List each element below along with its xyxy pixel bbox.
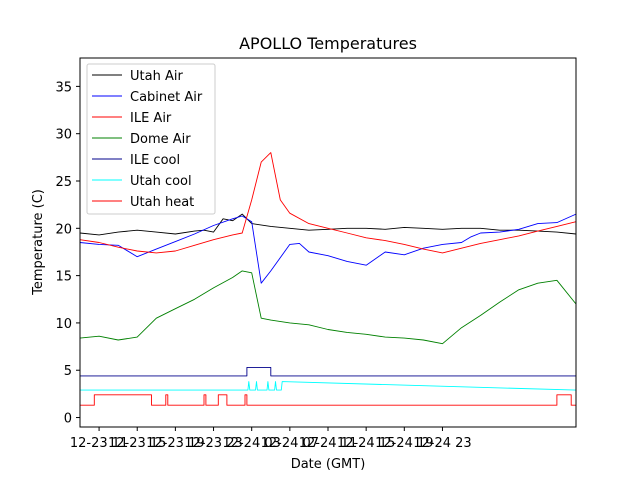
series-line-utah-air [79,213,577,236]
x-tick-label: 12-24 23 [413,436,471,451]
series-line-ile-cool [80,366,576,377]
x-tick-label: 12-23 11 [70,436,128,451]
series-line-ile-air [79,152,577,254]
y-tick-label: 30 [55,128,72,143]
legend: Utah Air Cabinet Air ILE Air Dome Air ILE co… [86,63,216,215]
legend-label-ile-air: ILE Air [130,111,172,126]
series-line-dome-air [79,270,577,345]
x-axis-label: Date (GMT) [291,457,366,472]
legend-label-utah-heat: Utah heat [130,195,194,210]
x-tick-label: 12-23 23 [184,436,242,451]
series-line-cabinet-air [79,213,577,284]
y-tick-label: 5 [64,364,72,379]
series-line-utah-cool [80,381,577,391]
y-tick-label: 20 [55,222,72,237]
legend-label-ile-cool: ILE cool [130,153,180,168]
x-tick-label: 12-24 19 [375,436,433,451]
y-tick-label: 10 [55,317,72,332]
y-tick-label: 15 [55,270,72,285]
legend-label-utah-cool: Utah cool [130,174,192,189]
legend-label-utah-air: Utah Air [130,69,183,84]
y-tick-label: 0 [64,412,72,427]
y-tick-label: 35 [55,80,72,95]
series-layer [79,152,577,406]
y-axis: 0 5 10 15 20 25 30 35 [55,80,80,427]
x-tick-label: 12-24 15 [337,436,395,451]
x-tick-label: 12-24 07 [261,436,319,451]
x-tick-label: 12-24 11 [299,436,357,451]
series-line-utah-heat [80,394,576,406]
x-tick-label: 12-23 15 [108,436,166,451]
legend-label-dome-air: Dome Air [130,132,191,147]
x-tick-label: 12-23 19 [146,436,204,451]
chart-title: APOLLO Temperatures [239,34,417,53]
y-axis-label: Temperature (C) [31,189,46,296]
x-tick-label: 12-24 03 [222,436,280,451]
y-tick-label: 25 [55,175,72,190]
legend-box [86,63,216,215]
legend-label-cabinet-air: Cabinet Air [130,90,203,105]
